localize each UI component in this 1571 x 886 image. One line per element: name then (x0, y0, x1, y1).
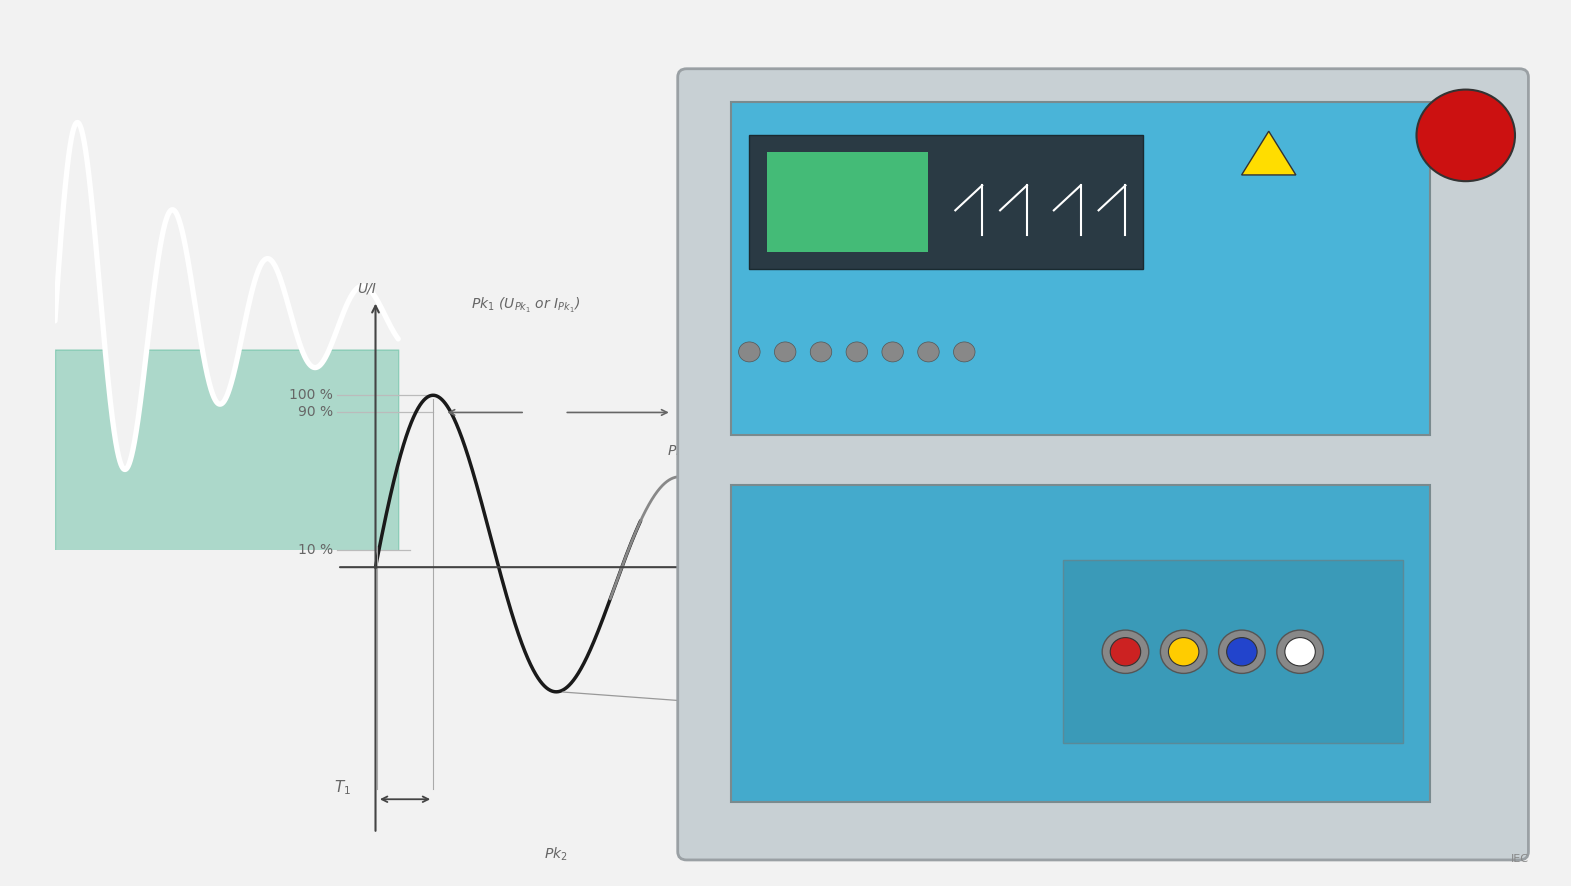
Bar (749, 136, 1144, 268)
FancyBboxPatch shape (677, 69, 1529, 860)
Circle shape (917, 342, 939, 361)
Text: Pk$_3$: Pk$_3$ (668, 442, 691, 460)
Bar (732, 102, 1430, 435)
Text: Pk$_2$: Pk$_2$ (544, 845, 569, 863)
Text: IEC: IEC (1510, 854, 1529, 864)
Text: Pk$_1$ ($U_{Pk_1}$ or $I_{Pk_1}$): Pk$_1$ ($U_{Pk_1}$ or $I_{Pk_1}$) (471, 296, 581, 315)
Text: 110 % to 40%: 110 % to 40% (756, 699, 848, 712)
Bar (732, 486, 1430, 802)
Text: Pk$_4$: Pk$_4$ (790, 650, 814, 667)
Circle shape (1169, 638, 1199, 666)
Text: $T_1$: $T_1$ (335, 778, 350, 797)
Circle shape (881, 342, 903, 361)
Text: 10 %: 10 % (298, 543, 333, 557)
Circle shape (847, 342, 867, 361)
Circle shape (1277, 630, 1323, 673)
Text: U/I: U/I (357, 282, 375, 296)
Bar (1062, 560, 1403, 743)
Text: 90 %: 90 % (298, 406, 333, 419)
Circle shape (1227, 638, 1257, 666)
Circle shape (1219, 630, 1265, 673)
Text: t: t (1246, 551, 1252, 566)
Circle shape (811, 342, 831, 361)
Circle shape (1111, 638, 1141, 666)
Circle shape (775, 342, 796, 361)
Text: 100 %: 100 % (289, 388, 333, 402)
Circle shape (954, 342, 976, 361)
Circle shape (1161, 630, 1207, 673)
Circle shape (1417, 89, 1514, 182)
Bar (767, 152, 928, 252)
Circle shape (1103, 630, 1148, 673)
Circle shape (1285, 638, 1315, 666)
Circle shape (738, 342, 760, 361)
